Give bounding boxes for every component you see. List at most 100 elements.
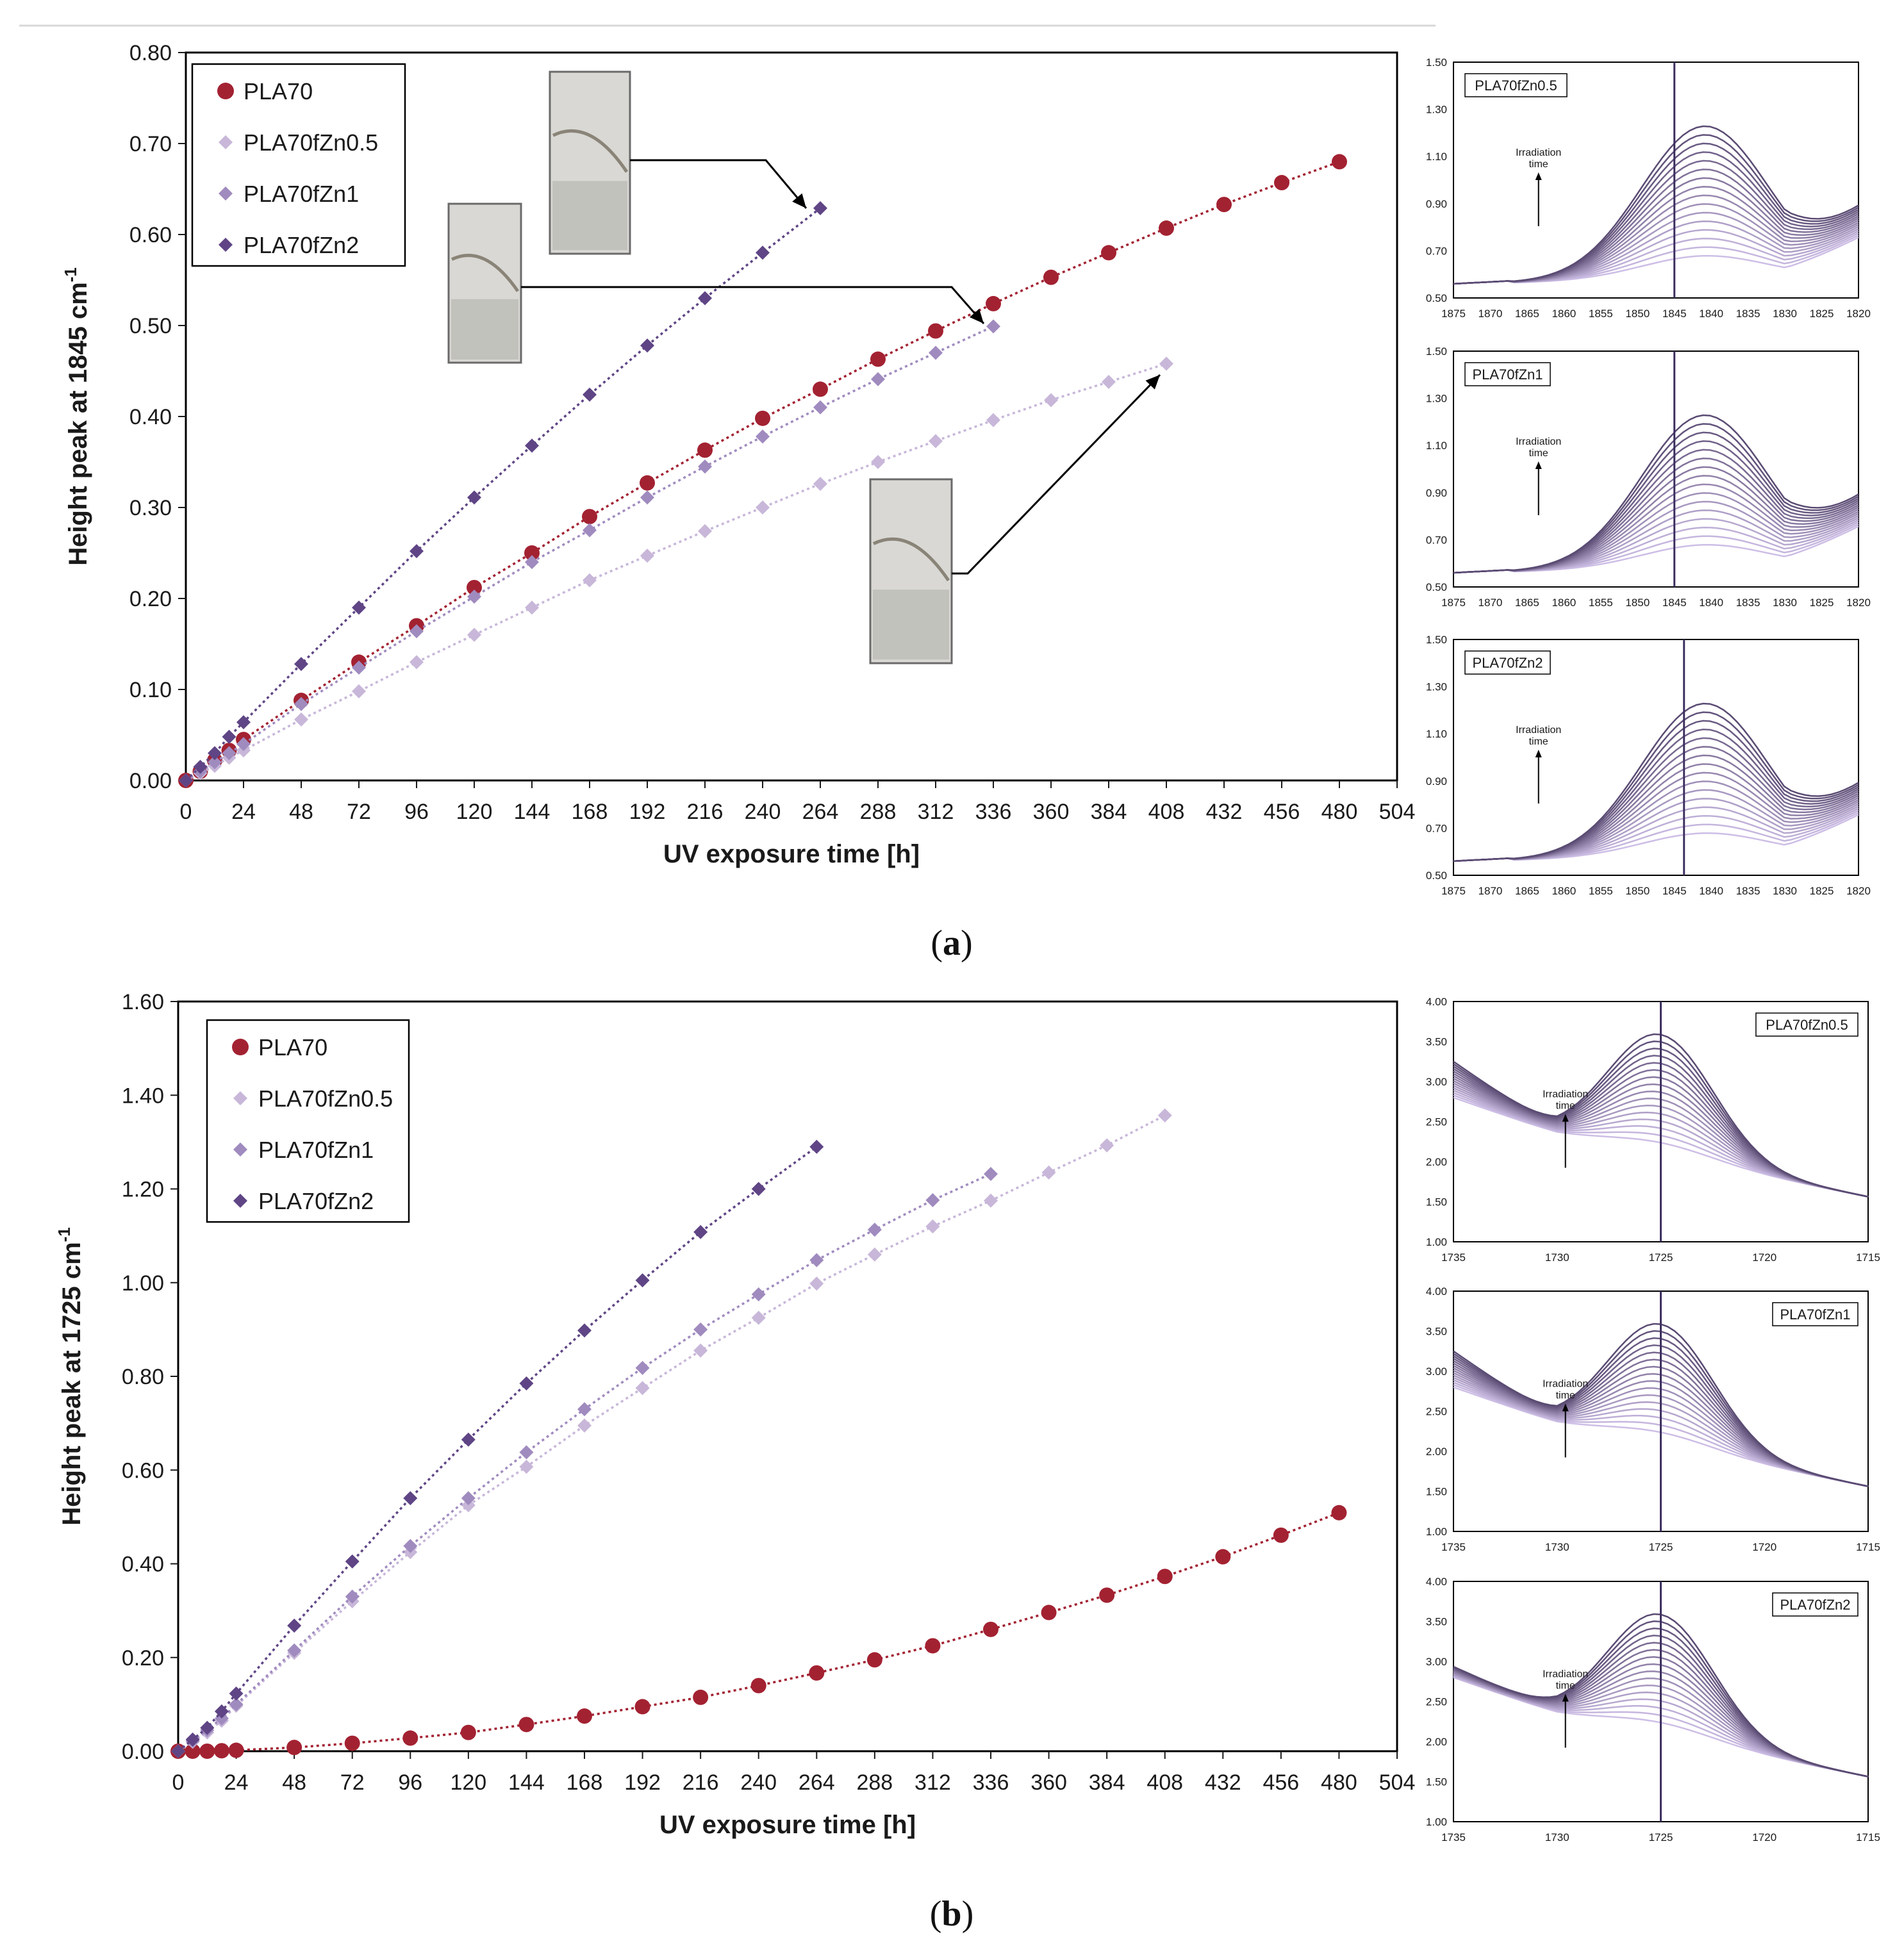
data-point bbox=[518, 1717, 534, 1733]
data-point bbox=[1274, 175, 1289, 191]
inset-x-tick: 1860 bbox=[1552, 597, 1576, 609]
x-tick-label: 504 bbox=[1379, 1770, 1416, 1795]
photo-shade bbox=[873, 590, 949, 660]
inset-name-box bbox=[1464, 362, 1551, 386]
y-tick-label: 0.70 bbox=[129, 132, 172, 156]
inset-x-tick: 1875 bbox=[1441, 308, 1466, 320]
data-point bbox=[1157, 1569, 1173, 1585]
inset-y-tick: 1.10 bbox=[1426, 151, 1447, 163]
x-tick-label: 312 bbox=[915, 1770, 951, 1795]
arrow-head bbox=[792, 193, 806, 208]
y-tick-label: 0.40 bbox=[129, 405, 172, 429]
x-tick-label: 0 bbox=[172, 1770, 185, 1795]
irradiation-label: time bbox=[1529, 448, 1548, 459]
y-axis-title: Height peak at 1845 cm-1 bbox=[61, 267, 92, 566]
inset-x-tick: 1830 bbox=[1773, 885, 1797, 897]
y-tick-label: 1.00 bbox=[122, 1271, 164, 1296]
inset-y-tick: 1.00 bbox=[1426, 1816, 1447, 1828]
data-point bbox=[755, 410, 770, 426]
data-point bbox=[222, 729, 236, 744]
data-point bbox=[693, 1322, 708, 1337]
data-point bbox=[525, 555, 539, 570]
legend-marker bbox=[233, 1142, 247, 1157]
inset-x-tick: 1855 bbox=[1589, 308, 1613, 320]
inset-x-tick: 1850 bbox=[1625, 885, 1650, 897]
x-tick-label: 168 bbox=[572, 800, 608, 824]
data-point bbox=[756, 429, 770, 444]
inset-y-tick: 2.50 bbox=[1426, 1696, 1447, 1708]
data-point bbox=[867, 1247, 882, 1262]
inset-name: PLA70fZn0.5 bbox=[1766, 1017, 1848, 1033]
data-point bbox=[582, 509, 597, 525]
data-point bbox=[200, 1720, 215, 1735]
inset-x-tick: 1820 bbox=[1846, 885, 1871, 897]
y-tick-label: 1.40 bbox=[122, 1084, 164, 1108]
data-point bbox=[286, 1740, 302, 1756]
data-point bbox=[751, 1310, 766, 1325]
inset-y-tick: 3.50 bbox=[1426, 1616, 1447, 1628]
x-tick-label: 168 bbox=[567, 1770, 603, 1795]
data-point bbox=[461, 1432, 476, 1447]
x-tick-label: 0 bbox=[180, 800, 192, 824]
data-point bbox=[236, 737, 251, 752]
inset-y-tick: 2.50 bbox=[1426, 1406, 1447, 1418]
inset-x-tick: 1820 bbox=[1846, 308, 1871, 320]
data-point bbox=[635, 1360, 650, 1375]
data-point bbox=[1041, 1165, 1056, 1180]
y-tick-label: 1.60 bbox=[122, 990, 164, 1014]
x-tick-label: 216 bbox=[683, 1770, 719, 1795]
inset-x-tick: 1845 bbox=[1662, 885, 1687, 897]
data-point bbox=[634, 1699, 650, 1715]
data-point bbox=[287, 1643, 302, 1658]
inset-x-tick: 1715 bbox=[1856, 1831, 1880, 1843]
caption-a: (a) bbox=[931, 923, 972, 963]
inset-x-tick: 1850 bbox=[1625, 308, 1650, 320]
x-tick-label: 48 bbox=[289, 800, 313, 824]
data-point bbox=[519, 1376, 534, 1390]
y-axis-title-sup: -1 bbox=[61, 267, 80, 282]
spectrum-curve bbox=[1453, 125, 1859, 285]
data-point bbox=[403, 1491, 418, 1506]
data-point bbox=[1043, 269, 1059, 285]
data-point bbox=[294, 697, 308, 711]
data-point bbox=[640, 475, 655, 491]
data-point bbox=[1102, 375, 1116, 390]
legend-marker bbox=[233, 1194, 247, 1208]
data-point bbox=[1157, 1108, 1172, 1123]
inset-name: PLA70fZn2 bbox=[1780, 1597, 1850, 1613]
inset-x-tick: 1865 bbox=[1515, 597, 1539, 609]
inset-y-tick: 1.30 bbox=[1426, 393, 1447, 405]
inset-x-tick: 1830 bbox=[1773, 597, 1797, 609]
y-tick-label: 0.20 bbox=[129, 587, 172, 611]
inset-x-tick: 1845 bbox=[1662, 308, 1687, 320]
x-tick-label: 480 bbox=[1321, 800, 1358, 824]
legend-label: PLA70fZn1 bbox=[258, 1137, 374, 1163]
inset-y-tick: 4.00 bbox=[1426, 1576, 1447, 1588]
y-axis-title-sup: -1 bbox=[54, 1227, 74, 1242]
data-point bbox=[809, 1253, 824, 1267]
x-tick-label: 120 bbox=[450, 1770, 486, 1795]
legend-marker bbox=[232, 1039, 249, 1055]
data-point bbox=[403, 1538, 418, 1553]
inset-x-tick: 1720 bbox=[1752, 1251, 1776, 1264]
inset-y-tick: 4.00 bbox=[1426, 1285, 1447, 1298]
data-point bbox=[344, 1735, 360, 1751]
inset-x-tick: 1730 bbox=[1545, 1831, 1569, 1843]
data-point bbox=[467, 590, 481, 604]
data-point bbox=[1215, 1549, 1231, 1565]
x-tick-label: 72 bbox=[340, 1770, 365, 1795]
data-point bbox=[1041, 1604, 1057, 1620]
photo-1 bbox=[549, 70, 631, 255]
legend-label: PLA70fZn1 bbox=[244, 181, 359, 207]
inset-x-tick: 1825 bbox=[1810, 308, 1834, 320]
data-point bbox=[986, 319, 1000, 334]
irradiation-arrow-head bbox=[1562, 1694, 1569, 1702]
data-point bbox=[986, 413, 1000, 427]
data-point bbox=[928, 323, 943, 339]
x-tick-label: 360 bbox=[1033, 800, 1070, 824]
inset-y-tick: 1.10 bbox=[1426, 440, 1447, 452]
inset-y-tick: 2.50 bbox=[1426, 1116, 1447, 1128]
photo-shade bbox=[552, 181, 627, 251]
inset-x-tick: 1855 bbox=[1589, 885, 1613, 897]
y-tick-label: 0.50 bbox=[129, 314, 172, 338]
